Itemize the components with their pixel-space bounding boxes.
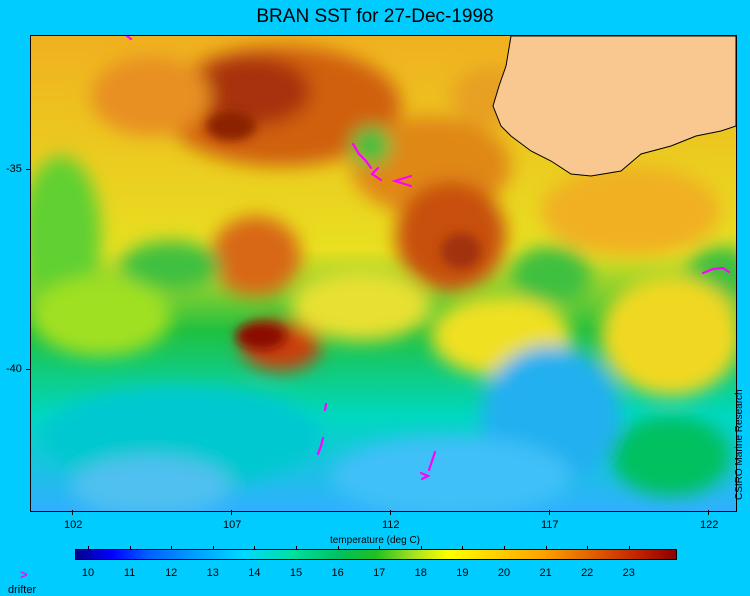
map-title: BRAN SST for 27-Dec-1998 xyxy=(256,6,494,27)
x-tick-mark xyxy=(708,510,709,515)
colorbar-tick-mark xyxy=(420,546,422,550)
credit-text: CSIRO Marine Research xyxy=(734,389,745,500)
colorbar xyxy=(75,549,677,560)
x-tick-label: 117 xyxy=(541,519,559,531)
colorbar-tick-label: 14 xyxy=(248,567,261,579)
colorbar-tick-label: 18 xyxy=(414,567,427,579)
colorbar-tick-label: 11 xyxy=(123,567,136,579)
colorbar-tick-label: 17 xyxy=(373,567,386,579)
colorbar-tick-mark xyxy=(504,546,505,550)
drifter-tracks xyxy=(125,36,731,481)
x-tick-mark xyxy=(231,510,232,515)
x-tick-label: 102 xyxy=(64,519,83,531)
land-mass xyxy=(492,36,736,177)
y-tick-mark xyxy=(26,369,30,370)
colorbar-tick-mark xyxy=(628,546,630,550)
colorbar-tick-mark xyxy=(254,546,256,550)
colorbar-tick-mark xyxy=(545,546,547,550)
colorbar-tick-mark xyxy=(88,546,89,550)
drifter-legend-icon: > xyxy=(20,567,28,582)
colorbar-tick-mark xyxy=(337,546,339,550)
colorbar-tick-mark xyxy=(171,546,173,550)
colorbar-tick-label: 19 xyxy=(456,567,469,579)
colorbar-tick-label: 13 xyxy=(206,567,219,579)
colorbar-label: temperature (deg C) xyxy=(329,535,421,546)
colorbar-tick-label: 23 xyxy=(622,567,635,579)
x-tick-label: 122 xyxy=(700,519,719,531)
x-tick-label: 107 xyxy=(223,519,242,531)
colorbar-tick-label: 20 xyxy=(497,567,511,579)
colorbar-tick-mark xyxy=(296,546,297,550)
sst-map xyxy=(30,35,737,512)
colorbar-tick-label: 16 xyxy=(331,567,344,579)
y-tick-label: -40 xyxy=(6,363,22,375)
sst-field xyxy=(31,36,736,511)
y-tick-mark xyxy=(26,169,30,170)
x-tick-mark xyxy=(549,510,550,515)
colorbar-tick-mark xyxy=(129,546,131,550)
colorbar-tick-label: 21 xyxy=(539,567,552,579)
colorbar-tick-label: 12 xyxy=(165,567,178,579)
x-tick-label: 112 xyxy=(382,519,400,531)
colorbar-tick-mark xyxy=(212,546,214,550)
colorbar-tick-mark xyxy=(587,546,589,550)
colorbar-tick-label: 10 xyxy=(81,567,95,579)
x-tick-mark xyxy=(72,510,73,515)
colorbar-tick-label: 22 xyxy=(581,567,594,579)
drifter-legend-label: drifter xyxy=(8,584,37,596)
x-tick-mark xyxy=(390,510,391,515)
colorbar-tick-mark xyxy=(462,546,464,550)
colorbar-tick-mark xyxy=(379,546,381,550)
y-tick-label: -35 xyxy=(6,163,22,175)
colorbar-tick-label: 15 xyxy=(289,567,303,579)
